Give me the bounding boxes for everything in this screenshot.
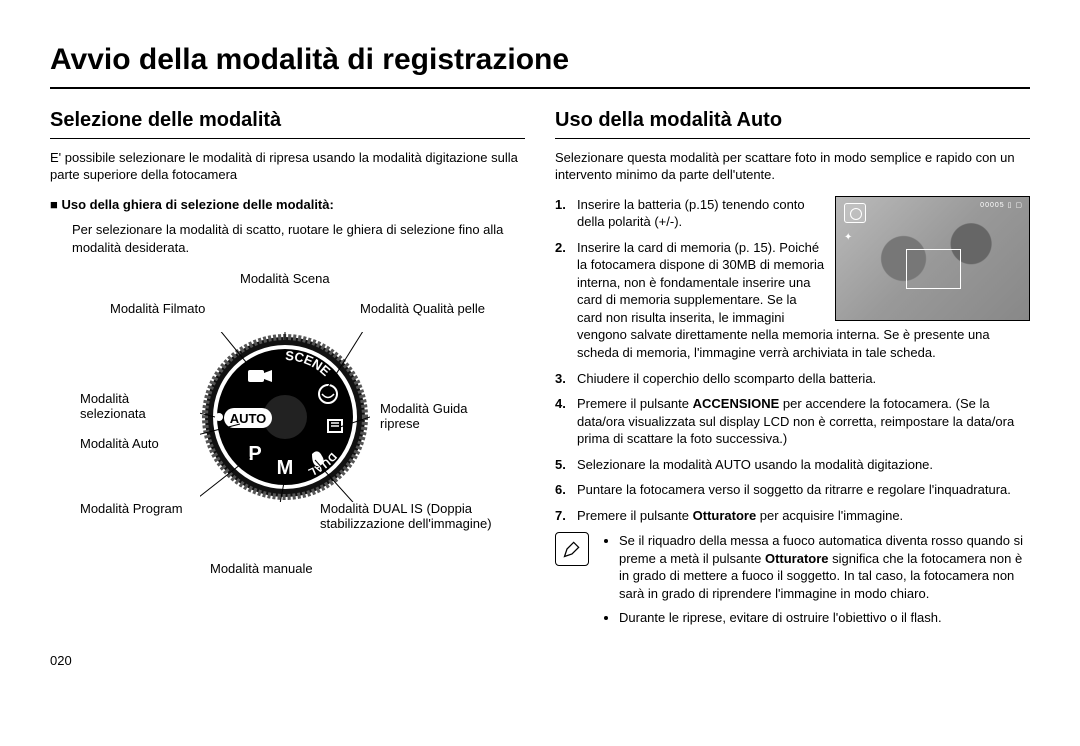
label-scena: Modalità Scena (240, 272, 330, 287)
intro-left: E' possibile selezionare le modalità di … (50, 149, 525, 184)
dial-usage-desc: Per selezionare la modalità di scatto, r… (72, 221, 525, 256)
subhead-selezione: Selezione delle modalità (50, 107, 525, 139)
step-1: Inserire la batteria (p.15) tenendo cont… (555, 196, 1030, 231)
mode-dial-icon: SCENE DUAL AUTO P (200, 332, 370, 502)
label-manuale: Modalità manuale (210, 562, 313, 577)
page-number: 020 (50, 652, 1030, 670)
svg-text:P: P (248, 443, 261, 465)
dial-usage-heading: Uso della ghiera di selezione delle moda… (50, 196, 525, 214)
step-6: Puntare la fotocamera verso il soggetto … (555, 481, 1030, 499)
mode-dial-diagram: Modalità Scena Modalità Filmato Modalità… (50, 272, 510, 592)
svg-text:AUTO: AUTO (230, 411, 267, 426)
left-column: Selezione delle modalità E' possibile se… (50, 107, 525, 633)
note-1: Se il riquadro della messa a fuoco autom… (619, 532, 1030, 602)
pencil-note-icon (555, 532, 589, 566)
note-2: Durante le riprese, evitare di ostruire … (619, 609, 1030, 627)
label-filmato: Modalità Filmato (110, 302, 205, 317)
step-5: Selezionare la modalità AUTO usando la m… (555, 456, 1030, 474)
label-guida: Modalità Guidariprese (380, 402, 467, 432)
step-3: Chiudere il coperchio dello scomparto de… (555, 370, 1030, 388)
intro-right: Selezionare questa modalità per scattare… (555, 149, 1030, 184)
label-selezionata: Modalitàselezionata (80, 392, 146, 422)
step-4: Premere il pulsante ACCENSIONE per accen… (555, 395, 1030, 448)
step-2: Inserire la card di memoria (p. 15). Poi… (555, 239, 1030, 362)
step-7: Premere il pulsante Otturatore per acqui… (555, 507, 1030, 525)
label-program: Modalità Program (80, 502, 183, 517)
right-column: Uso della modalità Auto Selezionare ques… (555, 107, 1030, 633)
subhead-auto: Uso della modalità Auto (555, 107, 1030, 139)
page-title: Avvio della modalità di registrazione (50, 40, 1030, 89)
svg-text:M: M (277, 457, 294, 479)
label-qualita: Modalità Qualità pelle (360, 302, 485, 317)
steps-list: Inserire la batteria (p.15) tenendo cont… (555, 196, 1030, 525)
label-dualis: Modalità DUAL IS (Doppia stabilizzazione… (320, 502, 520, 532)
label-auto: Modalità Auto (80, 437, 159, 452)
note-block: Se il riquadro della messa a fuoco autom… (555, 532, 1030, 632)
note-bullets: Se il riquadro della messa a fuoco autom… (601, 532, 1030, 632)
